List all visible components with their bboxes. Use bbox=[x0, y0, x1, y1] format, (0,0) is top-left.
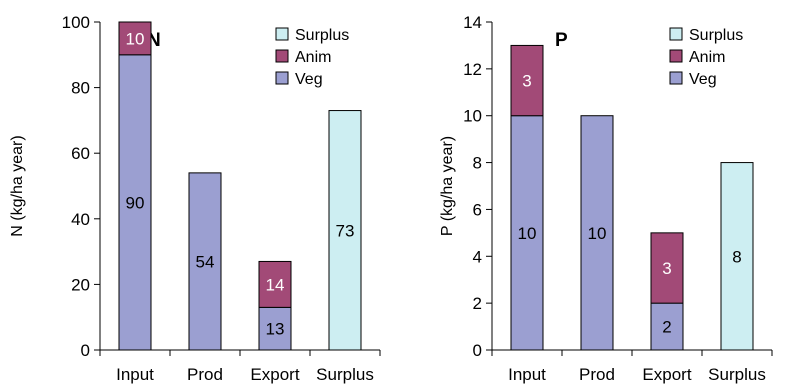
x-tick-label: Surplus bbox=[708, 365, 766, 384]
y-axis-label: N (kg/ha year) bbox=[9, 135, 26, 236]
data-label: 13 bbox=[266, 320, 285, 339]
x-tick-label: Input bbox=[116, 365, 154, 384]
y-tick-label: 14 bbox=[463, 13, 482, 32]
y-tick-label: 12 bbox=[463, 60, 482, 79]
y-tick-label: 4 bbox=[473, 247, 482, 266]
data-label: 54 bbox=[196, 252, 215, 271]
y-tick-label: 60 bbox=[71, 144, 90, 163]
x-tick-label: Export bbox=[642, 365, 691, 384]
y-tick-label: 2 bbox=[473, 294, 482, 313]
data-label: 3 bbox=[522, 72, 531, 91]
y-tick-label: 8 bbox=[473, 154, 482, 173]
data-label: 10 bbox=[588, 224, 607, 243]
y-tick-label: 0 bbox=[81, 341, 90, 360]
chart-panel-p: 0 2 4 6 8 10 12 14 Input Prod Export Surplus P (kg/h… bbox=[439, 13, 772, 384]
x-tick-label: Export bbox=[250, 365, 299, 384]
y-tick-label: 6 bbox=[473, 200, 482, 219]
legend-label-surplus: Surplus bbox=[689, 27, 743, 44]
data-label: 14 bbox=[266, 275, 285, 294]
legend-swatch-surplus bbox=[670, 28, 682, 40]
y-tick-label: 80 bbox=[71, 79, 90, 98]
data-label: 10 bbox=[518, 224, 537, 243]
y-tick-label: 100 bbox=[62, 13, 90, 32]
y-axis-label: P (kg/ha year) bbox=[439, 136, 456, 236]
data-label: 73 bbox=[336, 221, 355, 240]
data-label: 2 bbox=[662, 318, 671, 337]
x-tick-label: Input bbox=[508, 365, 546, 384]
legend-swatch-anim bbox=[276, 50, 288, 62]
y-tick-label: 10 bbox=[463, 107, 482, 126]
y-tick-label: 20 bbox=[71, 275, 90, 294]
data-label: 90 bbox=[126, 193, 145, 212]
legend-swatch-veg bbox=[670, 72, 682, 84]
legend-label-anim: Anim bbox=[295, 49, 331, 66]
x-tick-label: Prod bbox=[187, 365, 223, 384]
y-tick-label: 40 bbox=[71, 210, 90, 229]
legend-label-anim: Anim bbox=[689, 49, 725, 66]
legend-swatch-anim bbox=[670, 50, 682, 62]
chart-panel-n: 0 20 40 60 80 100 Input Prod Export Surplus N (kg/… bbox=[9, 13, 380, 384]
data-label: 10 bbox=[126, 29, 145, 48]
legend-swatch-surplus bbox=[276, 28, 288, 40]
y-tick-label: 0 bbox=[473, 341, 482, 360]
x-tick-label: Surplus bbox=[316, 365, 374, 384]
data-label: 3 bbox=[662, 259, 671, 278]
legend-label-surplus: Surplus bbox=[295, 27, 349, 44]
legend-label-veg: Veg bbox=[295, 71, 323, 88]
panel-title: P bbox=[555, 30, 568, 51]
legend-label-veg: Veg bbox=[689, 71, 717, 88]
data-label: 8 bbox=[732, 247, 741, 266]
x-tick-label: Prod bbox=[579, 365, 615, 384]
legend-swatch-veg bbox=[276, 72, 288, 84]
